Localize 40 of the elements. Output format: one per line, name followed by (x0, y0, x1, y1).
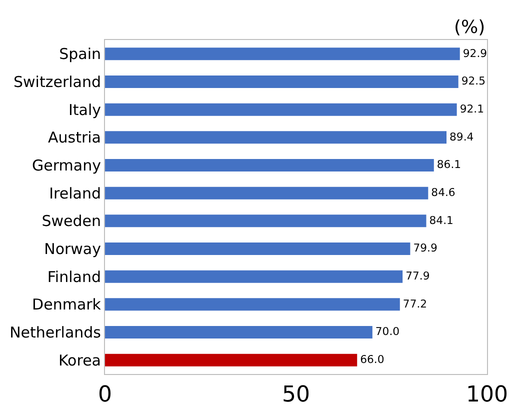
data-label: 92.1 (460, 102, 484, 116)
data-label: 77.2 (402, 297, 428, 310)
bar (105, 131, 447, 144)
bar (105, 103, 457, 116)
data-label: 92.9 (462, 46, 488, 60)
x-tick-label: 50 (282, 382, 310, 408)
y-tick-label: Spain (59, 45, 101, 64)
data-label: 66.0 (360, 353, 384, 366)
y-tick-label: Finland (47, 268, 101, 286)
bar (105, 48, 460, 60)
data-label: 70.0 (375, 325, 400, 338)
y-tick-label: Denmark (32, 296, 102, 314)
y-tick-label: Sweden (42, 212, 101, 230)
y-tick-label: Italy (68, 100, 102, 119)
bar (105, 298, 400, 311)
bar (105, 158, 434, 172)
y-tick-label: Germany (32, 156, 102, 174)
text: (%) (454, 17, 486, 38)
bar (105, 214, 426, 228)
y-tick-label: Norway (44, 240, 102, 258)
y-tick-label: Netherlands (10, 324, 102, 342)
bar (105, 270, 403, 283)
data-label: 92.5 (461, 74, 486, 88)
x-tick-label: 100 (466, 382, 508, 408)
y-tick-label: Switzerland (14, 73, 101, 91)
bar (105, 186, 428, 200)
y-tick-label: Ireland (49, 184, 101, 202)
data-label: 89.4 (450, 130, 474, 144)
bar (105, 242, 410, 256)
data-label: 79.9 (413, 242, 438, 255)
data-label: 77.9 (406, 270, 430, 283)
y-tick-label: Austria (48, 128, 101, 147)
bar (105, 326, 372, 339)
data-label: 86.1 (436, 158, 462, 172)
bar (105, 75, 458, 88)
data-label: 84.6 (431, 186, 456, 200)
x-tick-label: 0 (98, 382, 112, 408)
y-tick-label: Korea (58, 351, 101, 370)
data-label: 84.1 (429, 214, 454, 227)
bar (105, 354, 358, 366)
